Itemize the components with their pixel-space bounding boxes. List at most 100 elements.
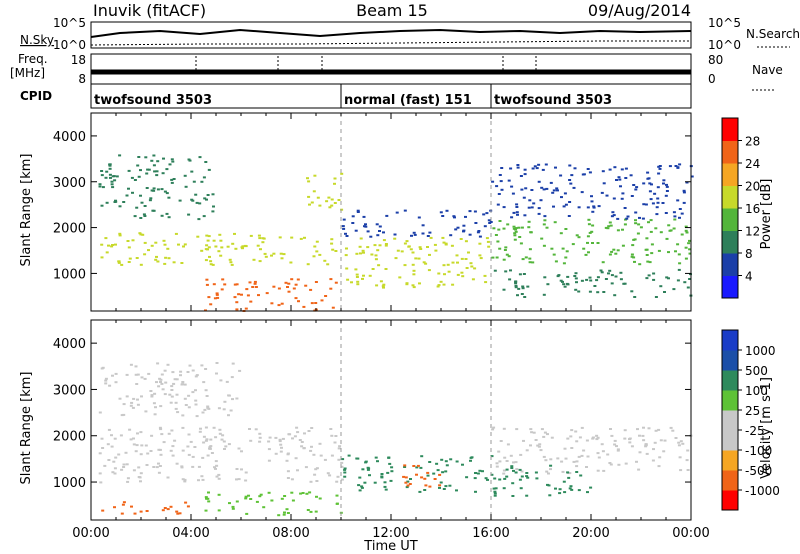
data-cell [448,484,452,487]
data-cell [100,243,104,246]
data-cell [208,446,212,448]
data-cell [114,381,118,384]
data-cell [614,275,618,278]
data-cell [195,415,199,418]
data-cell [147,249,150,252]
y-axis-label-power: Slant Range [km] [19,154,34,267]
data-cell [205,395,209,397]
data-cell [526,476,530,479]
data-cell [300,441,304,443]
data-cell [195,374,199,377]
data-cell [129,363,133,366]
data-cell [677,441,681,444]
data-cell [442,241,446,244]
data-cell [297,300,300,303]
data-cell [503,456,507,459]
data-cell [98,452,102,455]
data-cell [152,402,156,405]
data-cell [439,211,443,214]
data-cell [272,285,276,288]
data-cell [209,303,213,306]
data-cell [520,470,524,473]
data-cell [645,254,649,256]
data-cell [657,428,661,431]
data-cell [114,199,117,202]
data-cell [469,262,473,265]
data-cell [152,209,156,212]
data-cell [105,251,109,254]
data-cell [158,426,162,429]
data-cell [510,465,514,468]
data-cell [344,254,348,257]
data-cell [523,214,527,217]
data-cell [645,452,649,455]
data-cell [574,272,578,275]
data-cell [263,252,267,255]
data-cell [684,229,688,232]
data-cell [249,300,253,303]
data-cell [567,215,571,217]
data-cell [582,449,586,452]
data-cell [202,441,206,444]
data-cell [511,495,515,497]
data-cell [310,445,313,448]
data-cell [615,179,618,181]
data-cell [684,257,688,260]
data-cell [326,263,330,266]
data-cell [452,215,456,218]
data-cell [150,394,154,397]
data-cell [656,186,660,189]
data-cell [146,168,150,171]
data-cell [333,441,337,444]
data-cell [486,240,490,243]
data-cell [676,243,680,246]
data-cell [105,170,109,173]
data-cell [183,397,187,400]
data-cell [231,507,235,510]
data-cell [568,487,572,490]
data-cell [646,171,650,174]
data-cell [496,203,500,206]
data-cell [528,257,532,260]
data-cell [537,163,541,166]
data-cell [186,445,190,448]
data-cell [426,474,430,477]
data-cell [172,261,176,264]
data-cell [596,469,600,472]
data-cell [403,466,407,468]
data-cell [244,307,248,310]
data-cell [345,235,349,237]
data-cell [455,254,459,257]
data-cell [314,281,318,283]
data-cell [572,460,576,463]
data-cell [443,273,446,276]
data-cell [630,445,634,448]
data-cell [588,276,592,279]
data-cell [384,268,388,270]
data-cell [651,202,655,205]
data-cell [637,468,641,471]
data-cell [152,187,156,190]
data-cell [163,190,167,193]
data-cell [200,180,204,183]
data-cell [125,463,129,466]
data-cell [122,501,126,504]
data-cell [305,492,309,495]
data-cell [580,191,584,194]
data-cell [155,381,158,384]
data-cell [403,264,407,267]
data-cell [207,407,211,410]
data-cell [172,382,176,385]
data-cell [566,437,570,440]
data-cell [255,500,259,503]
data-cell [170,178,174,181]
colorbar-segment [722,490,738,511]
data-cell [473,210,477,213]
data-cell [306,509,310,511]
data-cell [662,182,665,185]
data-cell [426,471,430,474]
data-cell [652,278,656,281]
data-cell [442,488,446,490]
data-cell [127,169,131,172]
data-cell [359,237,363,240]
